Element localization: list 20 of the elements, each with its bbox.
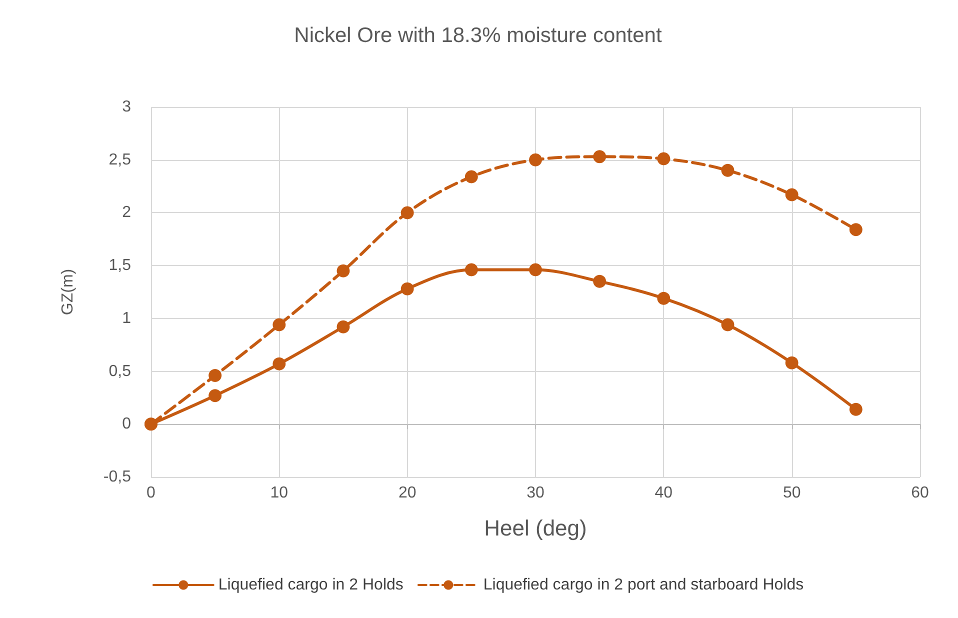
- y-axis-title: GZ(m): [60, 268, 76, 316]
- y-tick-label: 2,5: [108, 151, 132, 168]
- x-tick-label: 20: [398, 484, 416, 502]
- x-tick-label: 40: [654, 484, 673, 502]
- y-tick-label: -0,5: [103, 468, 132, 486]
- legend-label: Liquefied cargo in 2 Holds: [218, 576, 404, 594]
- x-tick-label: 10: [270, 484, 288, 502]
- x-tick-label: 60: [911, 484, 929, 502]
- y-tick-label: 0,5: [108, 362, 132, 380]
- y-tick-label: 1: [122, 310, 132, 327]
- y-tick-label: 1,5: [108, 257, 132, 274]
- x-tick-label: 50: [782, 484, 801, 502]
- chart-title: Nickel Ore with 18.3% moisture content: [294, 24, 662, 47]
- legend-label: Liquefied cargo in 2 port and starboard Holds: [483, 576, 804, 594]
- x-tick-label: 0: [146, 484, 156, 502]
- y-tick-label: 2: [122, 204, 132, 222]
- y-tick-label: 3: [122, 98, 132, 116]
- x-tick-label: 30: [526, 484, 544, 502]
- x-axis-title: Heel (deg): [484, 516, 587, 540]
- y-tick-label: 0: [122, 416, 132, 433]
